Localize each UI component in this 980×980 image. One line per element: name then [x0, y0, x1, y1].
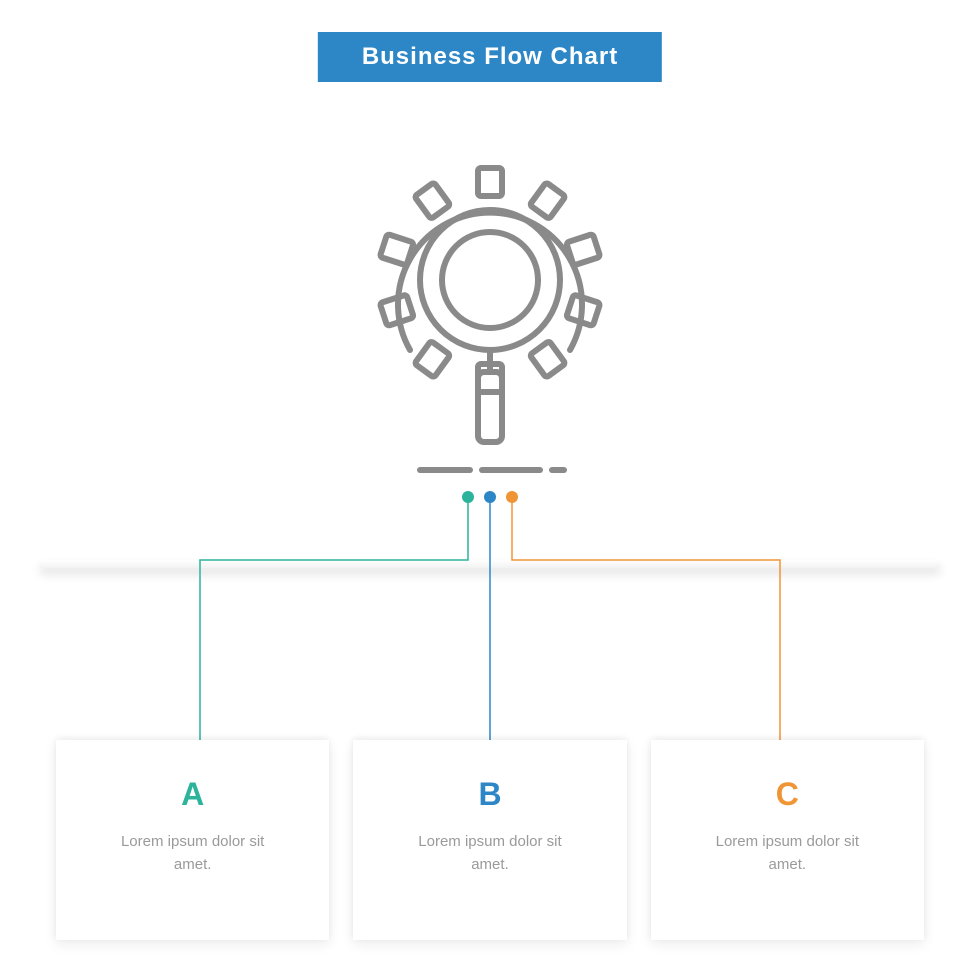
card-body-C: Lorem ipsum dolor sit amet.	[697, 831, 877, 876]
card-body-B: Lorem ipsum dolor sit amet.	[400, 831, 580, 876]
card-body-A: Lorem ipsum dolor sit amet.	[103, 831, 283, 876]
page-title: Business Flow Chart	[318, 32, 662, 82]
connector-dot-A	[462, 491, 474, 503]
connector-C	[512, 500, 780, 780]
connector-dot-B	[484, 491, 496, 503]
connector-A	[200, 500, 468, 780]
divider-shelf	[40, 560, 940, 568]
magnifier-gear-icon	[340, 160, 640, 490]
card-A: A Lorem ipsum dolor sit amet.	[56, 740, 329, 940]
card-B: B Lorem ipsum dolor sit amet.	[353, 740, 626, 940]
card-letter-C: C	[776, 776, 799, 813]
card-letter-A: A	[181, 776, 204, 813]
card-row: A Lorem ipsum dolor sit amet. B Lorem ipsum…	[0, 740, 980, 940]
connector-dot-C	[506, 491, 518, 503]
card-letter-B: B	[478, 776, 501, 813]
card-C: C Lorem ipsum dolor sit amet.	[651, 740, 924, 940]
